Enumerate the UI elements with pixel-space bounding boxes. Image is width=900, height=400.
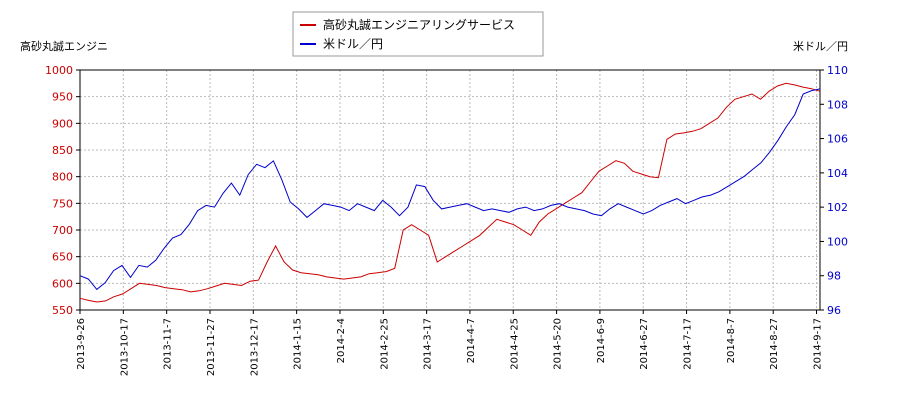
- left-tick-label: 800: [52, 171, 73, 184]
- right-tick-label: 102: [827, 201, 848, 214]
- left-axis-ticks: 550 600 650 700 750 800 850 900 950 1000: [45, 64, 80, 317]
- x-tick-label: 2013-11-7: [163, 318, 174, 370]
- left-tick-label: 750: [52, 197, 73, 210]
- x-tick-label: 2014-3-17: [423, 318, 434, 370]
- right-axis-ticks: 96 98 100 102 104 106 108 110: [820, 64, 848, 317]
- left-tick-label: 850: [52, 144, 73, 157]
- x-tick-label: 2014-8-7: [726, 318, 737, 363]
- left-tick-label: 600: [52, 277, 73, 290]
- left-tick-label: 550: [52, 304, 73, 317]
- x-tick-label: 2014-9-17: [813, 318, 824, 370]
- right-tick-label: 108: [827, 98, 848, 111]
- right-axis-label: 米ドル／円: [793, 40, 848, 53]
- legend-label-stock: 高砂丸誠エンジニアリングサービス: [323, 17, 515, 32]
- x-tick-label: 2013-12-17: [249, 318, 260, 376]
- x-tick-label: 2014-8-27: [769, 318, 780, 370]
- grid-lines: [80, 69, 820, 311]
- right-tick-label: 98: [827, 270, 841, 283]
- left-tick-label: 950: [52, 91, 73, 104]
- left-axis-label: 高砂丸誠エンジニ: [20, 39, 108, 53]
- series-layer: [79, 82, 821, 303]
- x-tick-label: 2013-9-26: [76, 318, 87, 370]
- x-tick-label: 2013-10-17: [119, 318, 130, 376]
- right-tick-label: 106: [827, 133, 848, 146]
- x-tick-label: 2014-2-25: [379, 318, 390, 370]
- x-tick-label: 2014-6-9: [596, 318, 607, 363]
- x-axis-ticks: 2013-9-26 2013-10-17 2013-11-7 2013-11-27 20…: [76, 310, 824, 376]
- left-tick-label: 700: [52, 224, 73, 237]
- x-tick-label: 2014-5-20: [553, 318, 564, 370]
- x-tick-label: 2014-7-17: [683, 318, 694, 370]
- x-tick-label: 2014-4-25: [509, 318, 520, 370]
- legend-label-usdjpy: 米ドル／円: [323, 37, 383, 51]
- left-tick-label: 650: [52, 251, 73, 264]
- right-tick-label: 110: [827, 64, 848, 77]
- x-tick-label: 2013-11-27: [206, 318, 217, 376]
- x-tick-label: 2014-1-15: [293, 318, 304, 370]
- x-tick-label: 2014-2-4: [336, 318, 347, 363]
- x-tick-label: 2014-4-7: [466, 318, 477, 363]
- right-tick-label: 96: [827, 304, 841, 317]
- plot-frame: [79, 69, 821, 311]
- right-tick-label: 104: [827, 167, 848, 180]
- legend: 高砂丸誠エンジニアリングサービス 米ドル／円: [292, 11, 544, 57]
- right-tick-label: 100: [827, 235, 848, 248]
- left-tick-label: 1000: [45, 64, 73, 77]
- series-line-usdjpy: [79, 88, 821, 291]
- left-tick-label: 900: [52, 117, 73, 130]
- legend-box: [292, 11, 544, 57]
- series-line-stock: [79, 82, 821, 303]
- x-tick-label: 2014-6-27: [639, 318, 650, 370]
